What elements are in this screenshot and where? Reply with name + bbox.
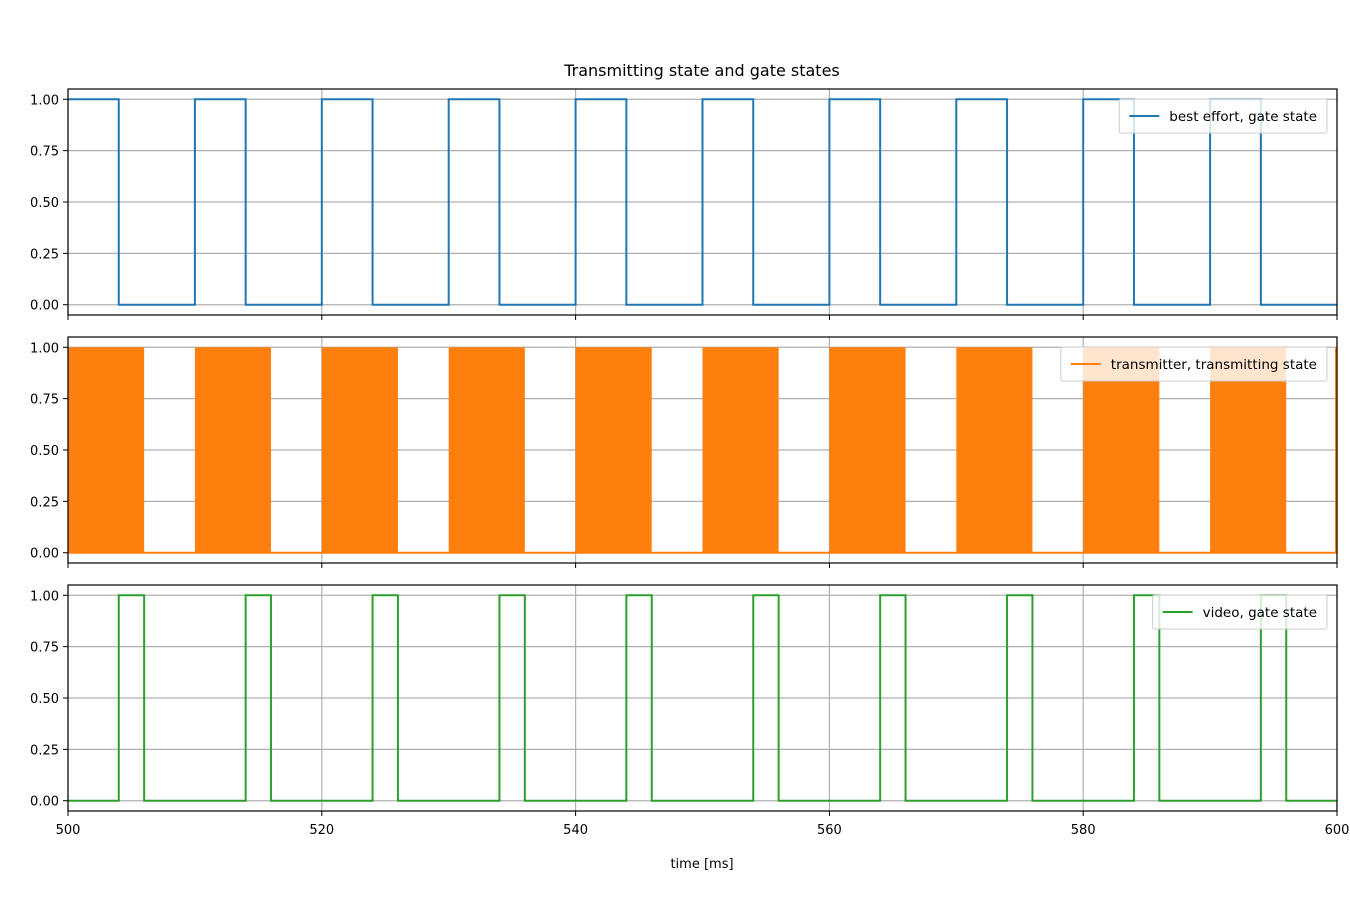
panel-1: best effort, gate state 0.00 0.25 0.50 0.75 1… [30, 88, 1338, 320]
series-1 [68, 347, 1337, 554]
transmitting-block [194, 347, 272, 553]
transmitting-block [829, 347, 906, 553]
series-line [68, 594, 1337, 802]
transmitting-block [956, 347, 1033, 553]
y-tick-label: 1.00 [30, 93, 59, 108]
series-1 [68, 594, 1337, 802]
transmitting-block [702, 347, 779, 553]
series-1 [68, 98, 1337, 306]
legend-label: video, gate state [1203, 605, 1317, 621]
x-tick-label: 520 [309, 823, 334, 838]
y-tick-label: 1.00 [30, 589, 59, 604]
legend: best effort, gate state [1118, 98, 1328, 134]
x-axis-label: time [ms] [670, 857, 733, 872]
legend-box [1152, 594, 1328, 630]
legend-box [1060, 346, 1328, 382]
y-tick-label: 1.00 [30, 341, 59, 356]
transmitting-block [1083, 347, 1160, 553]
series-line [68, 98, 1337, 306]
transmitting-block [68, 347, 145, 553]
x-tick-label: 600 [1325, 823, 1350, 838]
legend-label: transmitter, transmitting state [1111, 357, 1317, 373]
legend: video, gate state [1152, 594, 1328, 630]
legend: transmitter, transmitting state [1060, 346, 1328, 382]
y-tick-label: 0.00 [30, 547, 59, 562]
chart-title: Transmitting state and gate states [563, 61, 840, 80]
panel-3: video, gate state 0.00 0.25 0.50 0.75 1.00 500… [30, 584, 1350, 838]
x-tick-label: 580 [1071, 823, 1096, 838]
y-tick-label: 0.50 [30, 692, 59, 707]
y-tick-label: 0.00 [30, 299, 59, 314]
legend-box [1118, 98, 1328, 134]
y-tick-label: 0.25 [30, 495, 59, 510]
y-tick-label: 0.75 [30, 393, 59, 408]
transmitting-block [575, 347, 652, 553]
transmitting-block [1210, 347, 1287, 553]
y-tick-label: 0.25 [30, 247, 59, 262]
transmitting-block [448, 347, 525, 553]
y-tick-label: 0.00 [30, 795, 59, 810]
x-tick-label: 540 [563, 823, 588, 838]
panels: best effort, gate state 0.00 0.25 0.50 0.75 1… [30, 88, 1350, 838]
y-tick-label: 0.75 [30, 145, 59, 160]
y-tick-label: 0.75 [30, 641, 59, 656]
legend-label: best effort, gate state [1169, 109, 1317, 125]
x-tick-label: 500 [56, 823, 81, 838]
panel-2: transmitter, transmitting state 0.00 0.25 0… [30, 336, 1338, 568]
y-tick-label: 0.50 [30, 196, 59, 211]
y-tick-label: 0.50 [30, 444, 59, 459]
transmitting-block [321, 347, 398, 553]
x-tick-label: 560 [817, 823, 842, 838]
y-tick-label: 0.25 [30, 743, 59, 758]
